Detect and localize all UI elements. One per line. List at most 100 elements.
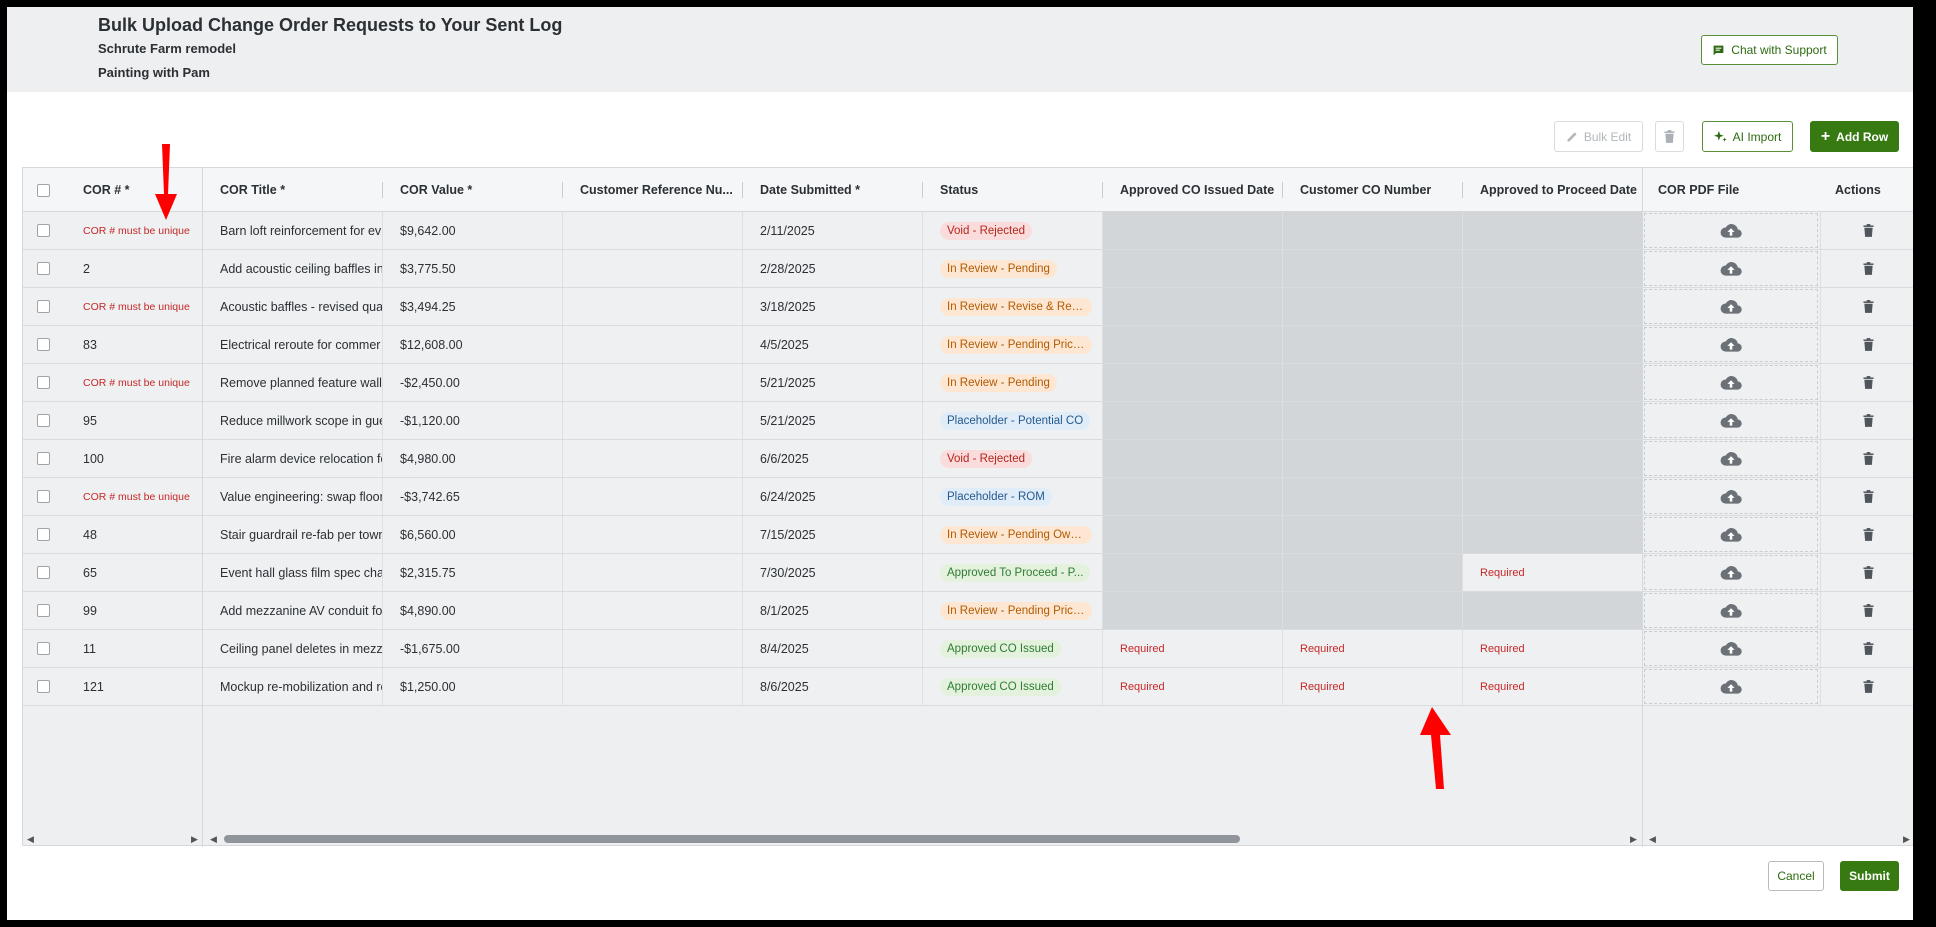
- customer-co-number-cell[interactable]: [1300, 288, 1460, 325]
- trash-icon[interactable]: [1862, 262, 1874, 275]
- customer-ref-cell[interactable]: [580, 212, 740, 249]
- trash-icon[interactable]: [1862, 376, 1874, 389]
- customer-co-number-cell[interactable]: Required: [1300, 642, 1345, 655]
- cancel-button[interactable]: Cancel: [1768, 861, 1824, 891]
- status-cell[interactable]: Approved CO Issued: [940, 668, 1100, 705]
- pdf-upload-cell[interactable]: [1644, 517, 1818, 552]
- cor-value-cell[interactable]: $2,315.75: [400, 565, 456, 580]
- status-cell[interactable]: In Review - Pending Prici...: [940, 592, 1100, 629]
- approved-proceed-date-cell[interactable]: [1480, 592, 1640, 629]
- customer-ref-cell[interactable]: [580, 516, 740, 553]
- date-submitted-cell[interactable]: 2/28/2025: [760, 261, 816, 276]
- cor-value-cell[interactable]: $3,775.50: [400, 261, 456, 276]
- cor-value-cell[interactable]: -$2,450.00: [400, 375, 460, 390]
- customer-co-number-cell[interactable]: [1300, 364, 1460, 401]
- col-header-cor-title[interactable]: COR Title *: [220, 183, 286, 197]
- date-submitted-cell[interactable]: 6/24/2025: [760, 489, 816, 504]
- column-resizer[interactable]: [1102, 182, 1103, 198]
- customer-co-number-cell[interactable]: [1300, 592, 1460, 629]
- cor-title-cell[interactable]: Reduce millwork scope in gue: [220, 413, 382, 428]
- cor-title-cell[interactable]: Stair guardrail re-fab per town: [220, 527, 382, 542]
- approved-co-date-cell[interactable]: [1120, 440, 1280, 477]
- row-select-cell[interactable]: [37, 478, 63, 515]
- cor-title-cell[interactable]: Ceiling panel deletes in mezza: [220, 641, 382, 656]
- col-header-status[interactable]: Status: [940, 183, 979, 197]
- customer-ref-cell[interactable]: [580, 478, 740, 515]
- col-header-customer-co-number[interactable]: Customer CO Number: [1300, 183, 1432, 197]
- delete-row-cell[interactable]: [1853, 592, 1883, 629]
- status-cell[interactable]: Approved CO Issued: [940, 630, 1100, 667]
- approved-co-date-cell[interactable]: [1120, 478, 1280, 515]
- cloud-upload-icon[interactable]: [1720, 261, 1742, 277]
- pdf-upload-cell[interactable]: [1644, 403, 1818, 438]
- cor-value-cell[interactable]: $9,642.00: [400, 223, 456, 238]
- row-checkbox[interactable]: [37, 604, 50, 617]
- customer-ref-cell[interactable]: [580, 402, 740, 439]
- chat-support-button[interactable]: Chat with Support: [1701, 35, 1838, 65]
- row-select-cell[interactable]: [37, 288, 63, 325]
- delete-selected-button[interactable]: [1655, 121, 1684, 152]
- scroll-left-icon[interactable]: ◀: [1649, 834, 1656, 844]
- status-cell[interactable]: In Review - Pending: [940, 364, 1100, 401]
- cor-number-cell[interactable]: 95: [83, 413, 97, 428]
- approved-proceed-date-cell[interactable]: [1480, 212, 1640, 249]
- delete-row-cell[interactable]: [1853, 288, 1883, 325]
- date-submitted-cell[interactable]: 4/5/2025: [760, 337, 809, 352]
- cor-value-cell[interactable]: $1,250.00: [400, 679, 456, 694]
- cloud-upload-icon[interactable]: [1720, 299, 1742, 315]
- customer-co-number-cell[interactable]: [1300, 402, 1460, 439]
- pdf-upload-cell[interactable]: [1644, 593, 1818, 628]
- pdf-upload-cell[interactable]: [1644, 327, 1818, 362]
- row-checkbox[interactable]: [37, 528, 50, 541]
- cloud-upload-icon[interactable]: [1720, 679, 1742, 695]
- cor-value-cell[interactable]: $3,494.25: [400, 299, 456, 314]
- cloud-upload-icon[interactable]: [1720, 223, 1742, 239]
- row-select-cell[interactable]: [37, 630, 63, 667]
- cloud-upload-icon[interactable]: [1720, 565, 1742, 581]
- row-select-cell[interactable]: [37, 668, 63, 705]
- trash-icon[interactable]: [1862, 414, 1874, 427]
- trash-icon[interactable]: [1862, 528, 1874, 541]
- trash-icon[interactable]: [1862, 566, 1874, 579]
- col-header-customer-ref[interactable]: Customer Reference Nu...: [580, 183, 733, 197]
- cloud-upload-icon[interactable]: [1720, 375, 1742, 391]
- date-submitted-cell[interactable]: 7/30/2025: [760, 565, 816, 580]
- cor-title-cell[interactable]: Fire alarm device relocation fo: [220, 451, 382, 466]
- cor-title-cell[interactable]: Mockup re-mobilization and re: [220, 679, 382, 694]
- date-submitted-cell[interactable]: 7/15/2025: [760, 527, 816, 542]
- cloud-upload-icon[interactable]: [1720, 641, 1742, 657]
- cor-number-cell[interactable]: 65: [83, 565, 97, 580]
- approved-proceed-date-cell[interactable]: [1480, 516, 1640, 553]
- cor-value-cell[interactable]: -$1,120.00: [400, 413, 460, 428]
- cor-number-cell[interactable]: 83: [83, 337, 97, 352]
- cor-number-cell[interactable]: 99: [83, 603, 97, 618]
- approved-proceed-date-cell[interactable]: Required: [1480, 642, 1525, 655]
- delete-row-cell[interactable]: [1853, 326, 1883, 363]
- col-header-pdf[interactable]: COR PDF File: [1658, 183, 1740, 197]
- customer-co-number-cell[interactable]: [1300, 478, 1460, 515]
- cor-value-cell[interactable]: -$1,675.00: [400, 641, 460, 656]
- status-cell[interactable]: Placeholder - Potential CO: [940, 402, 1100, 439]
- row-checkbox[interactable]: [37, 452, 50, 465]
- date-submitted-cell[interactable]: 5/21/2025: [760, 413, 816, 428]
- cor-value-cell[interactable]: $6,560.00: [400, 527, 456, 542]
- customer-ref-cell[interactable]: [580, 250, 740, 287]
- customer-co-number-cell[interactable]: [1300, 440, 1460, 477]
- trash-icon[interactable]: [1862, 452, 1874, 465]
- cor-number-cell[interactable]: COR # must be unique: [83, 376, 190, 389]
- approved-co-date-cell[interactable]: Required: [1120, 642, 1165, 655]
- date-submitted-cell[interactable]: 8/6/2025: [760, 679, 809, 694]
- status-cell[interactable]: In Review - Pending Own...: [940, 516, 1100, 553]
- pdf-upload-cell[interactable]: [1644, 555, 1818, 590]
- status-cell[interactable]: In Review - Pending Prici...: [940, 326, 1100, 363]
- column-resizer[interactable]: [382, 182, 383, 198]
- cor-number-cell[interactable]: COR # must be unique: [83, 224, 190, 237]
- cloud-upload-icon[interactable]: [1720, 489, 1742, 505]
- scroll-right-icon[interactable]: ▶: [1630, 834, 1637, 844]
- row-checkbox[interactable]: [37, 414, 50, 427]
- row-checkbox[interactable]: [37, 680, 50, 693]
- pdf-upload-cell[interactable]: [1644, 365, 1818, 400]
- add-row-button[interactable]: + Add Row: [1810, 121, 1899, 152]
- trash-icon[interactable]: [1862, 224, 1874, 237]
- cor-number-cell[interactable]: 48: [83, 527, 97, 542]
